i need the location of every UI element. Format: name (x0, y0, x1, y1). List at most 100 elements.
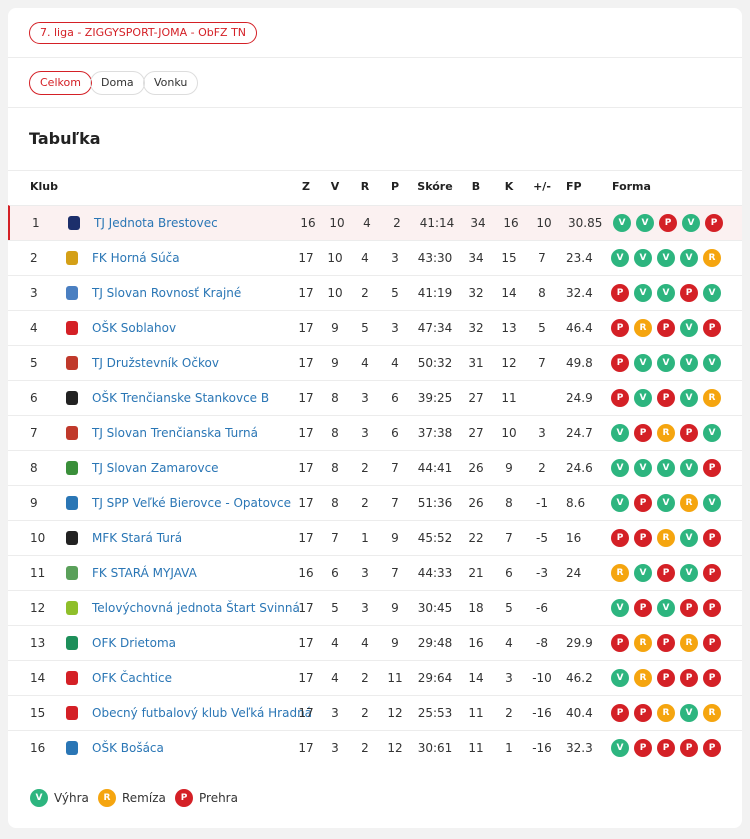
table-cell: 11 (501, 391, 517, 405)
table-cell: 7 (505, 531, 513, 545)
table-cell: 32.3 (566, 741, 593, 755)
form-result: P (634, 704, 652, 722)
table-cell: 17 (298, 321, 314, 335)
table-cell: 11 (468, 741, 484, 755)
legend-label: Prehra (199, 791, 238, 805)
table-cell: 15 (501, 251, 517, 265)
form-result: P (680, 739, 698, 757)
table-cell: 7 (391, 461, 399, 475)
table-cell: 2 (361, 461, 369, 475)
table-cell: 12 (501, 356, 517, 370)
club-link[interactable]: TJ SPP Veľké Bierovce - Opatovce (92, 496, 292, 510)
table-cell: 3 (30, 286, 38, 300)
club-link[interactable]: OŠK Soblahov (92, 321, 177, 335)
league-badge[interactable]: 7. liga - ZIGGYSPORT-JOMA - ObFZ TN (29, 22, 258, 44)
table-cell: 2 (30, 251, 38, 265)
table-cell: 44:41 (417, 461, 453, 475)
table-cell: 17 (298, 741, 314, 755)
form-result: R (680, 494, 698, 512)
table-cell: 30.85 (568, 216, 603, 230)
table-row: 10 MFK Stará Turá 17 7 1 9 45:52 22 7 -5 16 P P R V P (8, 520, 742, 556)
club-link[interactable]: TJ Slovan Trenčianska Turná (92, 426, 258, 440)
form-result: V (611, 669, 629, 687)
table-cell: 34 (468, 251, 484, 265)
tab[interactable]: Vonku (143, 71, 199, 95)
column-header: Skóre (417, 180, 453, 193)
table-cell: 2 (538, 461, 546, 475)
table-cell: 14 (501, 286, 517, 300)
form-result: R (703, 389, 721, 407)
club-link[interactable]: FK STARÁ MYJAVA (92, 566, 197, 580)
club-link[interactable]: Telovýchovná jednota Štart Svinná (92, 601, 300, 615)
table-cell: 5 (331, 601, 339, 615)
form-result: V (657, 249, 675, 267)
club-link[interactable]: OŠK Trenčianske Stankovce B (92, 391, 270, 405)
table-cell: 5 (538, 321, 546, 335)
table-cell: 8 (331, 461, 339, 475)
table-cell: 46.2 (566, 671, 593, 685)
table-cell: 10 (536, 216, 552, 230)
form-result: P (703, 564, 721, 582)
club-link[interactable]: TJ Družstevník Očkov (92, 356, 219, 370)
table-cell: 17 (298, 286, 314, 300)
form-result: P (703, 669, 721, 687)
form-result: P (657, 389, 675, 407)
club-logo (66, 531, 78, 545)
club-logo (66, 706, 78, 720)
form-result: V (657, 599, 675, 617)
table-cell: 7 (331, 531, 339, 545)
club-logo (66, 251, 78, 265)
form-result: V (613, 214, 631, 232)
table-cell: 4 (331, 671, 339, 685)
club-link[interactable]: OŠK Bošáca (92, 741, 164, 755)
club-link[interactable]: TJ Slovan Zamarovce (92, 461, 219, 475)
club-link[interactable]: MFK Stará Turá (92, 531, 183, 545)
legend-dot: P (175, 789, 193, 807)
form-result: P (703, 319, 721, 337)
table-cell: 32 (468, 321, 484, 335)
table-cell: 34 (470, 216, 486, 230)
form-result: V (611, 424, 629, 442)
form-result: P (680, 284, 698, 302)
table-cell: 8 (505, 496, 513, 510)
club-logo (66, 601, 78, 615)
table-cell: 3 (361, 566, 369, 580)
club-link[interactable]: Obecný futbalový klub Veľká Hradná (92, 706, 313, 720)
form-result: V (611, 599, 629, 617)
table-cell: 8.6 (566, 496, 586, 510)
column-header: Z (302, 180, 310, 193)
table-cell: 30:45 (417, 601, 453, 615)
table-cell: 4 (505, 636, 513, 650)
table-cell: 15 (30, 706, 46, 720)
club-link[interactable]: OFK Čachtice (92, 671, 172, 685)
form-result: V (636, 214, 654, 232)
club-link[interactable]: FK Horná Súča (92, 251, 180, 265)
club-link[interactable]: TJ Slovan Rovnosť Krajné (92, 286, 242, 300)
form-result: P (657, 739, 675, 757)
club-logo (66, 671, 78, 685)
tab[interactable]: Doma (90, 71, 145, 95)
form-result: P (703, 739, 721, 757)
form-result: R (703, 704, 721, 722)
table-cell: 16 (468, 636, 484, 650)
table-cell: 6 (391, 426, 399, 440)
form-result: V (657, 494, 675, 512)
table-cell: 27 (468, 426, 484, 440)
table-cell: 27 (468, 391, 484, 405)
form-result: P (657, 669, 675, 687)
table-cell: 43:30 (417, 251, 453, 265)
club-link[interactable]: OFK Drietoma (92, 636, 177, 650)
table-cell: 17 (298, 671, 314, 685)
form-result: P (611, 319, 629, 337)
form-result: V (680, 529, 698, 547)
club-link[interactable]: TJ Jednota Brestovec (94, 216, 218, 230)
form-result: V (657, 354, 675, 372)
tab[interactable]: Celkom (29, 71, 92, 95)
column-header: K (504, 180, 514, 193)
table-row: 6 OŠK Trenčianske Stankovce B 17 8 3 6 39:25 27… (8, 380, 742, 416)
table-cell: 16 (300, 216, 316, 230)
form-result: P (659, 214, 677, 232)
table-cell: 9 (391, 636, 399, 650)
table-cell: 45:52 (417, 531, 453, 545)
form-result: P (634, 739, 652, 757)
